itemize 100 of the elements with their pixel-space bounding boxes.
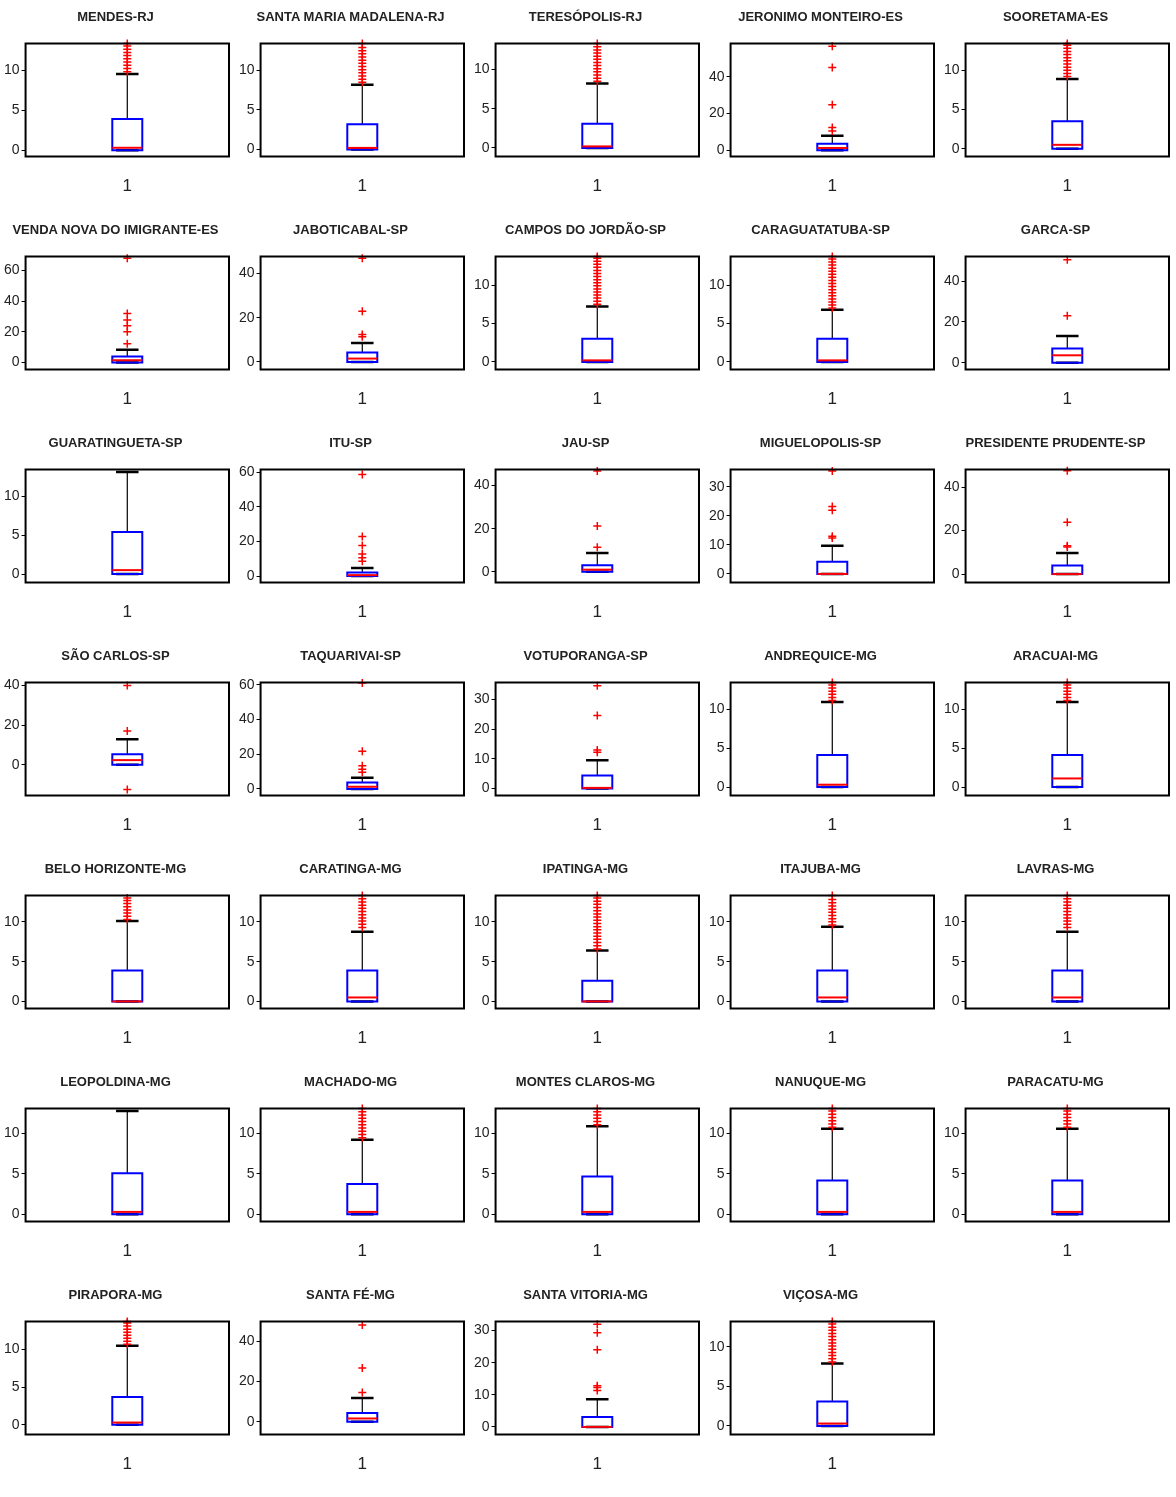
y-tick-label: 20 xyxy=(473,720,490,737)
chart-title: SOORETAMA-ES xyxy=(1002,9,1109,25)
x-tick-label: 1 xyxy=(122,1241,133,1261)
chart-title: MIGUELOPOLIS-SP xyxy=(759,435,882,451)
y-tick-label: 10 xyxy=(708,535,725,552)
chart-title: PRESIDENTE PRUDENTE-SP xyxy=(965,435,1146,451)
y-tick-label: 0 xyxy=(481,562,490,579)
y-tick-label: 5 xyxy=(951,738,960,755)
y-tick-label: 0 xyxy=(246,779,255,796)
y-tick-label: 40 xyxy=(238,264,255,281)
y-tick-label: 0 xyxy=(716,1205,725,1222)
x-tick-label: 1 xyxy=(827,1241,838,1261)
y-tick-label: 0 xyxy=(481,1205,490,1222)
chart-title: CAMPOS DO JORDÃO-SP xyxy=(504,222,667,238)
x-tick-label: 1 xyxy=(357,389,368,409)
chart-title: NANUQUE-MG xyxy=(775,1074,866,1090)
y-tick-label: 60 xyxy=(238,463,255,480)
y-tick-label: 10 xyxy=(473,275,490,292)
y-tick-label: 40 xyxy=(708,67,725,84)
chart-title: SANTA FÉ-MG xyxy=(306,1287,395,1303)
chart-title: ANDREQUICE-MG xyxy=(764,648,877,664)
y-tick-label: 0 xyxy=(11,1415,20,1432)
y-tick-label: 10 xyxy=(3,60,20,77)
y-tick-label: 0 xyxy=(951,777,960,794)
y-tick-label: 10 xyxy=(473,1124,490,1141)
y-tick-label: 40 xyxy=(238,497,255,514)
y-tick-label: 20 xyxy=(473,1353,490,1370)
y-tick-label: 0 xyxy=(951,1205,960,1222)
y-tick-label: 10 xyxy=(3,1124,20,1141)
y-tick-label: 0 xyxy=(11,353,20,370)
chart-title: GARCA-SP xyxy=(1020,222,1091,238)
chart-title: TAQUARIVAI-SP xyxy=(300,648,402,664)
chart-title: LEOPOLDINA-MG xyxy=(60,1074,171,1090)
y-tick-label: 10 xyxy=(3,486,20,503)
chart-title: PARACATU-MG xyxy=(1007,1074,1104,1090)
x-tick-label: 1 xyxy=(1062,389,1073,409)
y-tick-label: 5 xyxy=(716,738,725,755)
y-tick-label: 10 xyxy=(708,699,725,716)
x-tick-label: 1 xyxy=(357,602,368,622)
chart-title: MACHADO-MG xyxy=(303,1074,398,1090)
y-tick-label: 10 xyxy=(943,912,960,929)
chart-title: TERESÓPOLIS-RJ xyxy=(528,9,643,25)
x-tick-label: 1 xyxy=(827,1454,838,1474)
chart-title: SANTA VITORIA-MG xyxy=(523,1287,648,1303)
x-tick-label: 1 xyxy=(1062,176,1073,196)
y-tick-label: 10 xyxy=(943,1124,960,1141)
y-tick-label: 20 xyxy=(238,532,255,549)
x-tick-label: 1 xyxy=(1062,815,1073,835)
y-tick-label: 0 xyxy=(11,1205,20,1222)
y-tick-label: 5 xyxy=(481,952,490,969)
y-tick-label: 0 xyxy=(481,1417,490,1434)
y-tick-label: 0 xyxy=(716,352,725,369)
chart-title: MENDES-RJ xyxy=(77,9,154,25)
chart-title: VENDA NOVA DO IMIGRANTE-ES xyxy=(12,222,219,238)
y-tick-label: 5 xyxy=(246,100,255,117)
y-tick-label: 5 xyxy=(951,1164,960,1181)
y-tick-label: 0 xyxy=(246,992,255,1009)
y-tick-label: 40 xyxy=(238,1332,255,1348)
y-tick-label: 30 xyxy=(708,477,725,494)
x-tick-label: 1 xyxy=(827,602,838,622)
y-tick-label: 30 xyxy=(473,690,490,707)
chart-title: PIRAPORA-MG xyxy=(68,1287,163,1303)
y-tick-label: 10 xyxy=(3,912,20,929)
x-tick-label: 1 xyxy=(592,389,603,409)
x-tick-label: 1 xyxy=(122,176,133,196)
y-tick-label: 5 xyxy=(716,1164,725,1181)
y-tick-label: 5 xyxy=(11,100,20,117)
y-tick-label: 5 xyxy=(11,1378,20,1394)
y-tick-label: 0 xyxy=(716,992,725,1009)
y-tick-label: 5 xyxy=(246,952,255,969)
x-tick-label: 1 xyxy=(122,815,133,835)
chart-title: CARATINGA-MG xyxy=(299,861,402,877)
y-tick-label: 30 xyxy=(473,1321,490,1338)
chart-title: GUARATINGUETA-SP xyxy=(48,435,183,451)
y-tick-label: 60 xyxy=(238,675,255,692)
x-tick-label: 1 xyxy=(122,1454,133,1474)
y-tick-label: 20 xyxy=(473,519,490,536)
y-tick-label: 0 xyxy=(246,566,255,583)
x-tick-label: 1 xyxy=(122,602,133,622)
y-tick-label: 5 xyxy=(716,952,725,969)
y-tick-label: 40 xyxy=(943,271,960,288)
x-tick-label: 1 xyxy=(122,389,133,409)
chart-title: VOTUPORANGA-SP xyxy=(523,648,648,664)
y-tick-label: 40 xyxy=(3,291,20,308)
chart-title: IPATINGA-MG xyxy=(542,861,629,877)
y-tick-label: 0 xyxy=(11,755,20,772)
x-tick-label: 1 xyxy=(1062,1028,1073,1048)
y-tick-label: 0 xyxy=(951,564,960,581)
y-tick-label: 10 xyxy=(473,749,490,766)
y-tick-label: 5 xyxy=(481,99,490,116)
x-tick-label: 1 xyxy=(592,602,603,622)
y-tick-label: 40 xyxy=(238,710,255,727)
chart-title: ITAJUBA-MG xyxy=(780,861,861,877)
y-tick-label: 20 xyxy=(708,506,725,523)
y-tick-label: 5 xyxy=(481,314,490,331)
y-tick-label: 20 xyxy=(708,104,725,121)
chart-title: ITU-SP xyxy=(329,435,373,451)
chart-title: LAVRAS-MG xyxy=(1016,861,1095,877)
x-tick-label: 1 xyxy=(592,176,603,196)
y-tick-label: 20 xyxy=(943,312,960,329)
